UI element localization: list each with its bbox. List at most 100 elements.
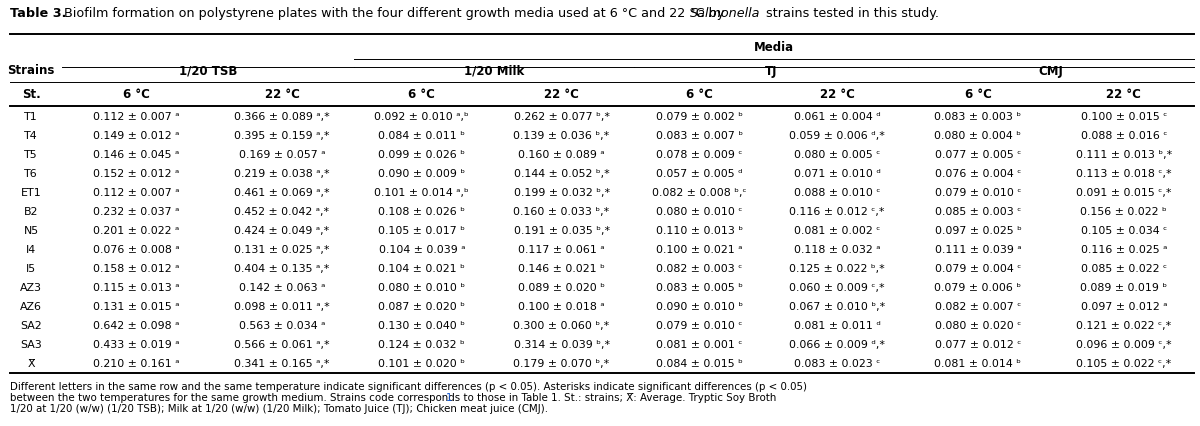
- Text: 0.097 ± 0.025 ᵇ: 0.097 ± 0.025 ᵇ: [935, 225, 1021, 236]
- Text: 0.089 ± 0.019 ᵇ: 0.089 ± 0.019 ᵇ: [1080, 282, 1168, 293]
- Text: 0.082 ± 0.007 ᶜ: 0.082 ± 0.007 ᶜ: [935, 302, 1021, 311]
- Text: 0.076 ± 0.004 ᶜ: 0.076 ± 0.004 ᶜ: [935, 168, 1021, 178]
- Text: 0.079 ± 0.010 ᶜ: 0.079 ± 0.010 ᶜ: [656, 321, 743, 331]
- Text: 0.424 ± 0.049 ᵃ,*: 0.424 ± 0.049 ᵃ,*: [234, 225, 330, 236]
- Text: 0.079 ± 0.004 ᶜ: 0.079 ± 0.004 ᶜ: [935, 264, 1021, 273]
- Text: St.: St.: [22, 88, 41, 101]
- Text: 6 °C: 6 °C: [408, 88, 436, 101]
- Text: 0.079 ± 0.010 ᶜ: 0.079 ± 0.010 ᶜ: [935, 187, 1021, 197]
- Text: 0.110 ± 0.013 ᵇ: 0.110 ± 0.013 ᵇ: [656, 225, 743, 236]
- Text: 0.262 ± 0.077 ᵇ,*: 0.262 ± 0.077 ᵇ,*: [514, 111, 610, 121]
- Text: 0.083 ± 0.023 ᶜ: 0.083 ± 0.023 ᶜ: [794, 359, 880, 368]
- Text: 0.100 ± 0.015 ᶜ: 0.100 ± 0.015 ᶜ: [1081, 111, 1166, 121]
- Text: 0.199 ± 0.032 ᵇ,*: 0.199 ± 0.032 ᵇ,*: [514, 187, 610, 197]
- Text: N5: N5: [24, 225, 38, 236]
- Text: 0.082 ± 0.008 ᵇ,ᶜ: 0.082 ± 0.008 ᵇ,ᶜ: [653, 187, 746, 197]
- Text: Strains: Strains: [7, 64, 55, 77]
- Text: 0.105 ± 0.022 ᶜ,*: 0.105 ± 0.022 ᶜ,*: [1076, 359, 1171, 368]
- Text: 0.142 ± 0.063 ᵃ: 0.142 ± 0.063 ᵃ: [239, 282, 325, 293]
- Text: 0.395 ± 0.159 ᵃ,*: 0.395 ± 0.159 ᵃ,*: [234, 130, 330, 140]
- Text: 6 °C: 6 °C: [965, 88, 991, 101]
- Text: 22 °C: 22 °C: [1106, 88, 1141, 101]
- Text: 0.077 ± 0.005 ᶜ: 0.077 ± 0.005 ᶜ: [935, 150, 1021, 159]
- Text: 0.118 ± 0.032 ᵃ: 0.118 ± 0.032 ᵃ: [793, 245, 881, 254]
- Text: 0.452 ± 0.042 ᵃ,*: 0.452 ± 0.042 ᵃ,*: [234, 207, 330, 216]
- Text: 0.066 ± 0.009 ᵈ,*: 0.066 ± 0.009 ᵈ,*: [790, 340, 886, 350]
- Text: 0.105 ± 0.034 ᶜ: 0.105 ± 0.034 ᶜ: [1081, 225, 1166, 236]
- Text: 0.101 ± 0.020 ᵇ: 0.101 ± 0.020 ᵇ: [378, 359, 466, 368]
- Text: 0.314 ± 0.039 ᵇ,*: 0.314 ± 0.039 ᵇ,*: [514, 340, 610, 350]
- Text: 0.113 ± 0.018 ᶜ,*: 0.113 ± 0.018 ᶜ,*: [1076, 168, 1171, 178]
- Text: 0.099 ± 0.026 ᵇ: 0.099 ± 0.026 ᵇ: [378, 150, 466, 159]
- Text: AZ6: AZ6: [20, 302, 42, 311]
- Text: 0.076 ± 0.008 ᵃ: 0.076 ± 0.008 ᵃ: [92, 245, 180, 254]
- Text: TJ: TJ: [764, 65, 778, 78]
- Text: 0.080 ± 0.010 ᶜ: 0.080 ± 0.010 ᶜ: [656, 207, 743, 216]
- Text: 0.111 ± 0.013 ᵇ,*: 0.111 ± 0.013 ᵇ,*: [1075, 150, 1172, 159]
- Text: 0.125 ± 0.022 ᵇ,*: 0.125 ± 0.022 ᵇ,*: [790, 264, 884, 273]
- Text: 0.098 ± 0.011 ᵃ,*: 0.098 ± 0.011 ᵃ,*: [234, 302, 330, 311]
- Text: Different letters in the same row and the same temperature indicate significant : Different letters in the same row and th…: [10, 381, 806, 391]
- Text: 0.085 ± 0.003 ᶜ: 0.085 ± 0.003 ᶜ: [935, 207, 1021, 216]
- Text: 0.096 ± 0.009 ᶜ,*: 0.096 ± 0.009 ᶜ,*: [1076, 340, 1171, 350]
- Text: 0.077 ± 0.012 ᶜ: 0.077 ± 0.012 ᶜ: [935, 340, 1021, 350]
- Text: SA3: SA3: [20, 340, 42, 350]
- Text: 0.144 ± 0.052 ᵇ,*: 0.144 ± 0.052 ᵇ,*: [514, 168, 610, 178]
- Text: 0.083 ± 0.005 ᵇ: 0.083 ± 0.005 ᵇ: [656, 282, 743, 293]
- Text: I5: I5: [26, 264, 36, 273]
- Text: 0.131 ± 0.025 ᵃ,*: 0.131 ± 0.025 ᵃ,*: [234, 245, 330, 254]
- Text: 0.433 ± 0.019 ᵃ: 0.433 ± 0.019 ᵃ: [92, 340, 180, 350]
- Text: 0.083 ± 0.003 ᵇ: 0.083 ± 0.003 ᵇ: [935, 111, 1021, 121]
- Text: 0.080 ± 0.020 ᶜ: 0.080 ± 0.020 ᶜ: [935, 321, 1021, 331]
- Text: 0.081 ± 0.002 ᶜ: 0.081 ± 0.002 ᶜ: [794, 225, 880, 236]
- Text: 0.108 ± 0.026 ᵇ: 0.108 ± 0.026 ᵇ: [378, 207, 466, 216]
- Text: 0.105 ± 0.017 ᵇ: 0.105 ± 0.017 ᵇ: [378, 225, 466, 236]
- Text: 0.100 ± 0.018 ᵃ: 0.100 ± 0.018 ᵃ: [518, 302, 605, 311]
- Text: 0.060 ± 0.009 ᶜ,*: 0.060 ± 0.009 ᶜ,*: [790, 282, 884, 293]
- Text: 0.088 ± 0.010 ᶜ: 0.088 ± 0.010 ᶜ: [793, 187, 881, 197]
- Text: 0.179 ± 0.070 ᵇ,*: 0.179 ± 0.070 ᵇ,*: [514, 359, 610, 368]
- Text: Salmonella: Salmonella: [690, 7, 761, 20]
- Text: Table 3.: Table 3.: [10, 7, 66, 20]
- Text: 0.090 ± 0.010 ᵇ: 0.090 ± 0.010 ᵇ: [656, 302, 743, 311]
- Text: 0.081 ± 0.011 ᵈ: 0.081 ± 0.011 ᵈ: [793, 321, 881, 331]
- Text: 6 °C: 6 °C: [122, 88, 150, 101]
- Text: 0.642 ± 0.098 ᵃ: 0.642 ± 0.098 ᵃ: [94, 321, 179, 331]
- Text: 0.563 ± 0.034 ᵃ: 0.563 ± 0.034 ᵃ: [239, 321, 325, 331]
- Text: strains tested in this study.: strains tested in this study.: [762, 7, 940, 20]
- Text: Biofilm formation on polystyrene plates with the four different growth media use: Biofilm formation on polystyrene plates …: [60, 7, 728, 20]
- Text: 0.071 ± 0.010 ᵈ: 0.071 ± 0.010 ᵈ: [793, 168, 881, 178]
- Text: 0.124 ± 0.032 ᵇ: 0.124 ± 0.032 ᵇ: [378, 340, 466, 350]
- Text: 0.219 ± 0.038 ᵃ,*: 0.219 ± 0.038 ᵃ,*: [234, 168, 330, 178]
- Text: 0.130 ± 0.040 ᵇ: 0.130 ± 0.040 ᵇ: [378, 321, 466, 331]
- Text: 0.080 ± 0.004 ᵇ: 0.080 ± 0.004 ᵇ: [935, 130, 1021, 140]
- Text: 0.088 ± 0.016 ᶜ: 0.088 ± 0.016 ᶜ: [1080, 130, 1168, 140]
- Text: ET1: ET1: [20, 187, 42, 197]
- Text: 0.191 ± 0.035 ᵇ,*: 0.191 ± 0.035 ᵇ,*: [514, 225, 610, 236]
- Text: 0.566 ± 0.061 ᵃ,*: 0.566 ± 0.061 ᵃ,*: [234, 340, 330, 350]
- Text: 0.158 ± 0.012 ᵃ: 0.158 ± 0.012 ᵃ: [94, 264, 179, 273]
- Text: 0.461 ± 0.069 ᵃ,*: 0.461 ± 0.069 ᵃ,*: [234, 187, 330, 197]
- Text: between the two temperatures for the same growth medium. Strains code correspond: between the two temperatures for the sam…: [10, 392, 776, 402]
- Text: 0.085 ± 0.022 ᶜ: 0.085 ± 0.022 ᶜ: [1081, 264, 1166, 273]
- Text: 0.104 ± 0.039 ᵃ: 0.104 ± 0.039 ᵃ: [378, 245, 466, 254]
- Text: 0.115 ± 0.013 ᵃ: 0.115 ± 0.013 ᵃ: [92, 282, 180, 293]
- Text: B2: B2: [24, 207, 38, 216]
- Text: 0.366 ± 0.089 ᵃ,*: 0.366 ± 0.089 ᵃ,*: [234, 111, 330, 121]
- Text: 0.081 ± 0.014 ᵇ: 0.081 ± 0.014 ᵇ: [935, 359, 1021, 368]
- Text: 0.080 ± 0.005 ᶜ: 0.080 ± 0.005 ᶜ: [794, 150, 880, 159]
- Text: T1: T1: [24, 111, 38, 121]
- Text: I4: I4: [26, 245, 36, 254]
- Text: 1/20 at 1/20 (w/w) (1/20 TSB); Milk at 1/20 (w/w) (1/20 Milk); Tomato Juice (TJ): 1/20 at 1/20 (w/w) (1/20 TSB); Milk at 1…: [10, 403, 547, 413]
- Text: CMJ: CMJ: [1039, 65, 1063, 78]
- Text: 0.080 ± 0.010 ᵇ: 0.080 ± 0.010 ᵇ: [378, 282, 466, 293]
- Text: 0.160 ± 0.033 ᵇ,*: 0.160 ± 0.033 ᵇ,*: [514, 207, 610, 216]
- Text: 0.201 ± 0.022 ᵃ: 0.201 ± 0.022 ᵃ: [94, 225, 179, 236]
- Text: 0.061 ± 0.004 ᵈ: 0.061 ± 0.004 ᵈ: [793, 111, 881, 121]
- Text: 0.104 ± 0.021 ᵇ: 0.104 ± 0.021 ᵇ: [378, 264, 466, 273]
- Text: 0.404 ± 0.135 ᵃ,*: 0.404 ± 0.135 ᵃ,*: [234, 264, 330, 273]
- Text: 0.090 ± 0.009 ᵇ: 0.090 ± 0.009 ᵇ: [378, 168, 466, 178]
- Text: 0.079 ± 0.006 ᵇ: 0.079 ± 0.006 ᵇ: [935, 282, 1021, 293]
- Text: 0.067 ± 0.010 ᵇ,*: 0.067 ± 0.010 ᵇ,*: [788, 302, 886, 311]
- Text: 0.097 ± 0.012 ᵃ: 0.097 ± 0.012 ᵃ: [1080, 302, 1168, 311]
